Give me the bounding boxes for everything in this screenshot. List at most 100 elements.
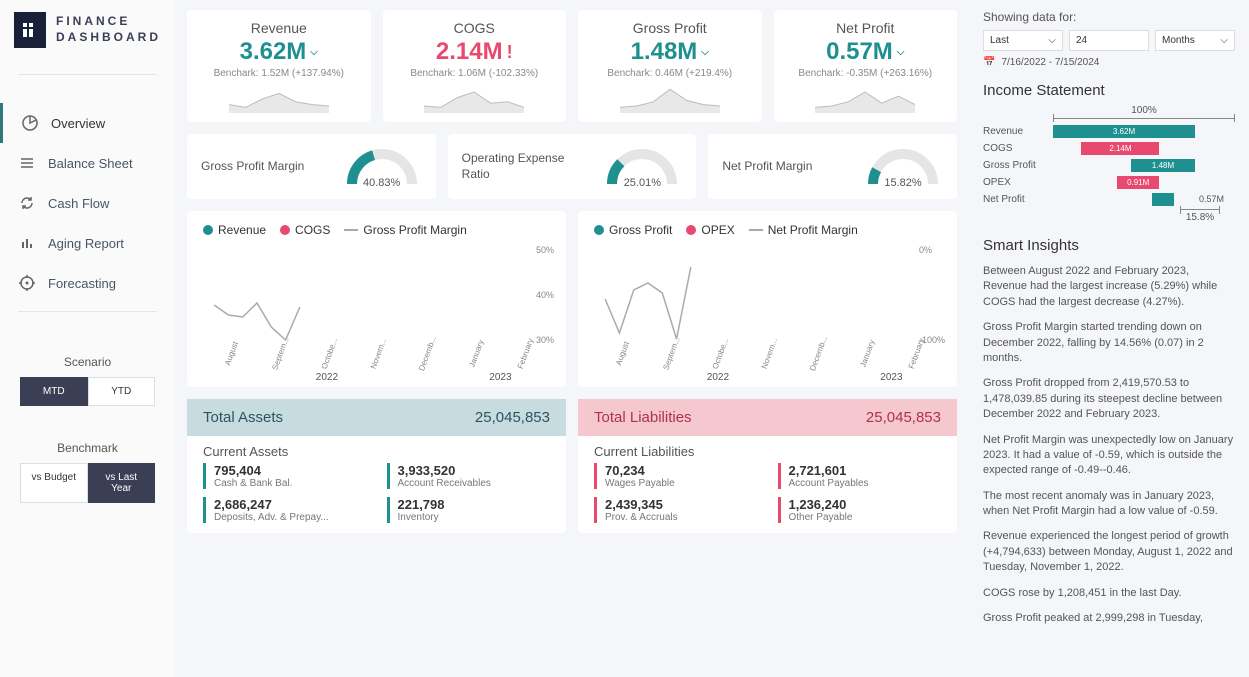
total-label: Account Payables	[789, 478, 942, 489]
total-label: Deposits, Adv. & Prepay...	[214, 512, 367, 523]
nav-label: Forecasting	[48, 276, 116, 291]
sparkline	[229, 83, 329, 113]
revenue-cogs-chart: RevenueCOGSGross Profit Margin50%40%30%A…	[187, 211, 566, 387]
nav-item-overview[interactable]: Overview	[0, 103, 175, 143]
total-value: 70,234	[605, 463, 758, 478]
chevron-down-icon: ⌵	[701, 47, 709, 58]
income-row: COGS 2.14M	[983, 140, 1235, 156]
total-item: 795,404Cash & Bank Bal.	[203, 463, 367, 489]
insights-title: Smart Insights	[983, 237, 1235, 254]
gauge-label: Gross Profit Margin	[201, 159, 330, 175]
total-item: 1,236,240Other Payable	[778, 497, 942, 523]
kpi-title: Revenue	[201, 20, 357, 36]
kpi-value: 2.14M!	[436, 38, 513, 66]
chevron-down-icon: ⌵	[897, 47, 905, 58]
sparkline	[620, 83, 720, 113]
toggle-vs-last-year[interactable]: vs Last Year	[88, 463, 156, 503]
total-value: 2,686,247	[214, 497, 367, 512]
income-row: OPEX 0.91M	[983, 174, 1235, 190]
nav-label: Aging Report	[48, 236, 124, 251]
brand-line1: FINANCE	[56, 14, 161, 30]
lines-icon	[18, 154, 36, 172]
nav-item-balance-sheet[interactable]: Balance Sheet	[0, 143, 175, 183]
chevron-down-icon: ⌵	[1048, 35, 1056, 46]
total-label: Other Payable	[789, 512, 942, 523]
income-statement-panel: Income Statement 100%Revenue3.62MCOGS2.1…	[983, 82, 1235, 223]
income-row-label: OPEX	[983, 177, 1053, 188]
kpi-benchmark: Benchark: -0.35M (+263.16%)	[788, 68, 944, 79]
gauge-label: Net Profit Margin	[722, 159, 851, 175]
kpi-benchmark: Benchark: 0.46M (+219.4%)	[592, 68, 748, 79]
legend-item: COGS	[280, 223, 330, 237]
chevron-down-icon: ⌵	[1220, 35, 1228, 46]
kpi-title: Gross Profit	[592, 20, 748, 36]
income-row: Revenue3.62M	[983, 123, 1235, 139]
gauge-value: 25.01%	[624, 177, 661, 189]
income-bar: 1.48M	[1131, 159, 1195, 172]
liab-title: Total Liabilities	[594, 409, 692, 426]
kpi-benchmark: Benchark: 1.52M (+137.94%)	[201, 68, 357, 79]
income-row-label: COGS	[983, 143, 1053, 154]
total-item: 221,798Inventory	[387, 497, 551, 523]
total-label: Cash & Bank Bal.	[214, 478, 367, 489]
toggle-ytd[interactable]: YTD	[88, 377, 156, 406]
gauge-gross-profit-margin: Gross Profit Margin 40.83%	[187, 134, 436, 199]
filter-last[interactable]: Last⌵	[983, 30, 1063, 51]
gauge-label: Operating Expense Ratio	[462, 151, 591, 182]
toggle-vs-budget[interactable]: vs Budget	[20, 463, 88, 503]
assets-title: Total Assets	[203, 409, 283, 426]
assets-subhead: Current Assets	[187, 436, 566, 463]
total-item: 2,721,601Account Payables	[778, 463, 942, 489]
y-axis: 50%40%30%	[536, 245, 554, 345]
refresh-icon	[18, 194, 36, 212]
nav-item-forecasting[interactable]: Forecasting	[0, 263, 175, 303]
legend-item: Gross Profit	[594, 223, 672, 237]
total-value: 2,721,601	[789, 463, 942, 478]
sparkline	[815, 83, 915, 113]
total-label: Wages Payable	[605, 478, 758, 489]
total-value: 2,439,345	[605, 497, 758, 512]
kpi-title: Net Profit	[788, 20, 944, 36]
income-title: Income Statement	[983, 82, 1235, 99]
income-row: Gross Profit 1.48M	[983, 157, 1235, 173]
nav-item-aging-report[interactable]: Aging Report	[0, 223, 175, 263]
legend-item: Revenue	[203, 223, 266, 237]
gauge-net-profit-margin: Net Profit Margin15.82%	[708, 134, 957, 199]
smart-insights-panel: Smart Insights Between August 2022 and F…	[983, 237, 1235, 636]
nav-label: Balance Sheet	[48, 156, 133, 171]
total-value: 3,933,520	[398, 463, 551, 478]
nav-item-cash-flow[interactable]: Cash Flow	[0, 183, 175, 223]
insight-item: Gross Profit dropped from 2,419,570.53 t…	[983, 376, 1235, 422]
kpi-cogs: COGS2.14M!Benchark: 1.06M (-102.33%)	[383, 10, 567, 122]
income-row-label: Revenue	[983, 126, 1053, 137]
gauge-value: 40.83%	[363, 177, 400, 189]
target-icon	[18, 274, 36, 292]
toggle-mtd[interactable]: MTD	[20, 377, 88, 406]
income-top-label: 100%	[1053, 105, 1235, 119]
income-bar: 0.91M	[1117, 176, 1160, 189]
income-row: Net Profit0.57M	[983, 191, 1235, 207]
insight-item: Revenue experienced the longest period o…	[983, 529, 1235, 575]
income-row-label: Net Profit	[983, 194, 1053, 205]
benchmark-label: Benchmark	[0, 441, 175, 455]
income-bar: 3.62M	[1053, 125, 1195, 138]
right-panel: Showing data for: Last⌵ 24 Months⌵ 📅7/16…	[969, 0, 1249, 677]
filter-unit[interactable]: Months⌵	[1155, 30, 1235, 51]
chevron-down-icon: ⌵	[310, 47, 318, 58]
main-content: Revenue3.62M⌵Benchark: 1.52M (+137.94%)C…	[175, 0, 969, 677]
insight-item: Between August 2022 and February 2023, R…	[983, 264, 1235, 310]
pie-icon	[21, 114, 39, 132]
total-label: Prov. & Accruals	[605, 512, 758, 523]
income-bottom-label: 15.8%	[1180, 209, 1220, 223]
kpi-title: COGS	[397, 20, 553, 36]
kpi-value: 1.48M⌵	[631, 38, 709, 66]
total-value: 221,798	[398, 497, 551, 512]
income-row-label: Gross Profit	[983, 160, 1053, 171]
nav-label: Cash Flow	[48, 196, 109, 211]
income-bar: 2.14M	[1081, 142, 1159, 155]
total-item: 3,933,520Account Receivables	[387, 463, 551, 489]
chart-legend: Gross ProfitOPEXNet Profit Margin	[594, 223, 941, 237]
filter-num[interactable]: 24	[1069, 30, 1149, 51]
profit-opex-chart: Gross ProfitOPEXNet Profit Margin0%-100%…	[578, 211, 957, 387]
insight-item: Net Profit Margin was unexpectedly low o…	[983, 433, 1235, 479]
